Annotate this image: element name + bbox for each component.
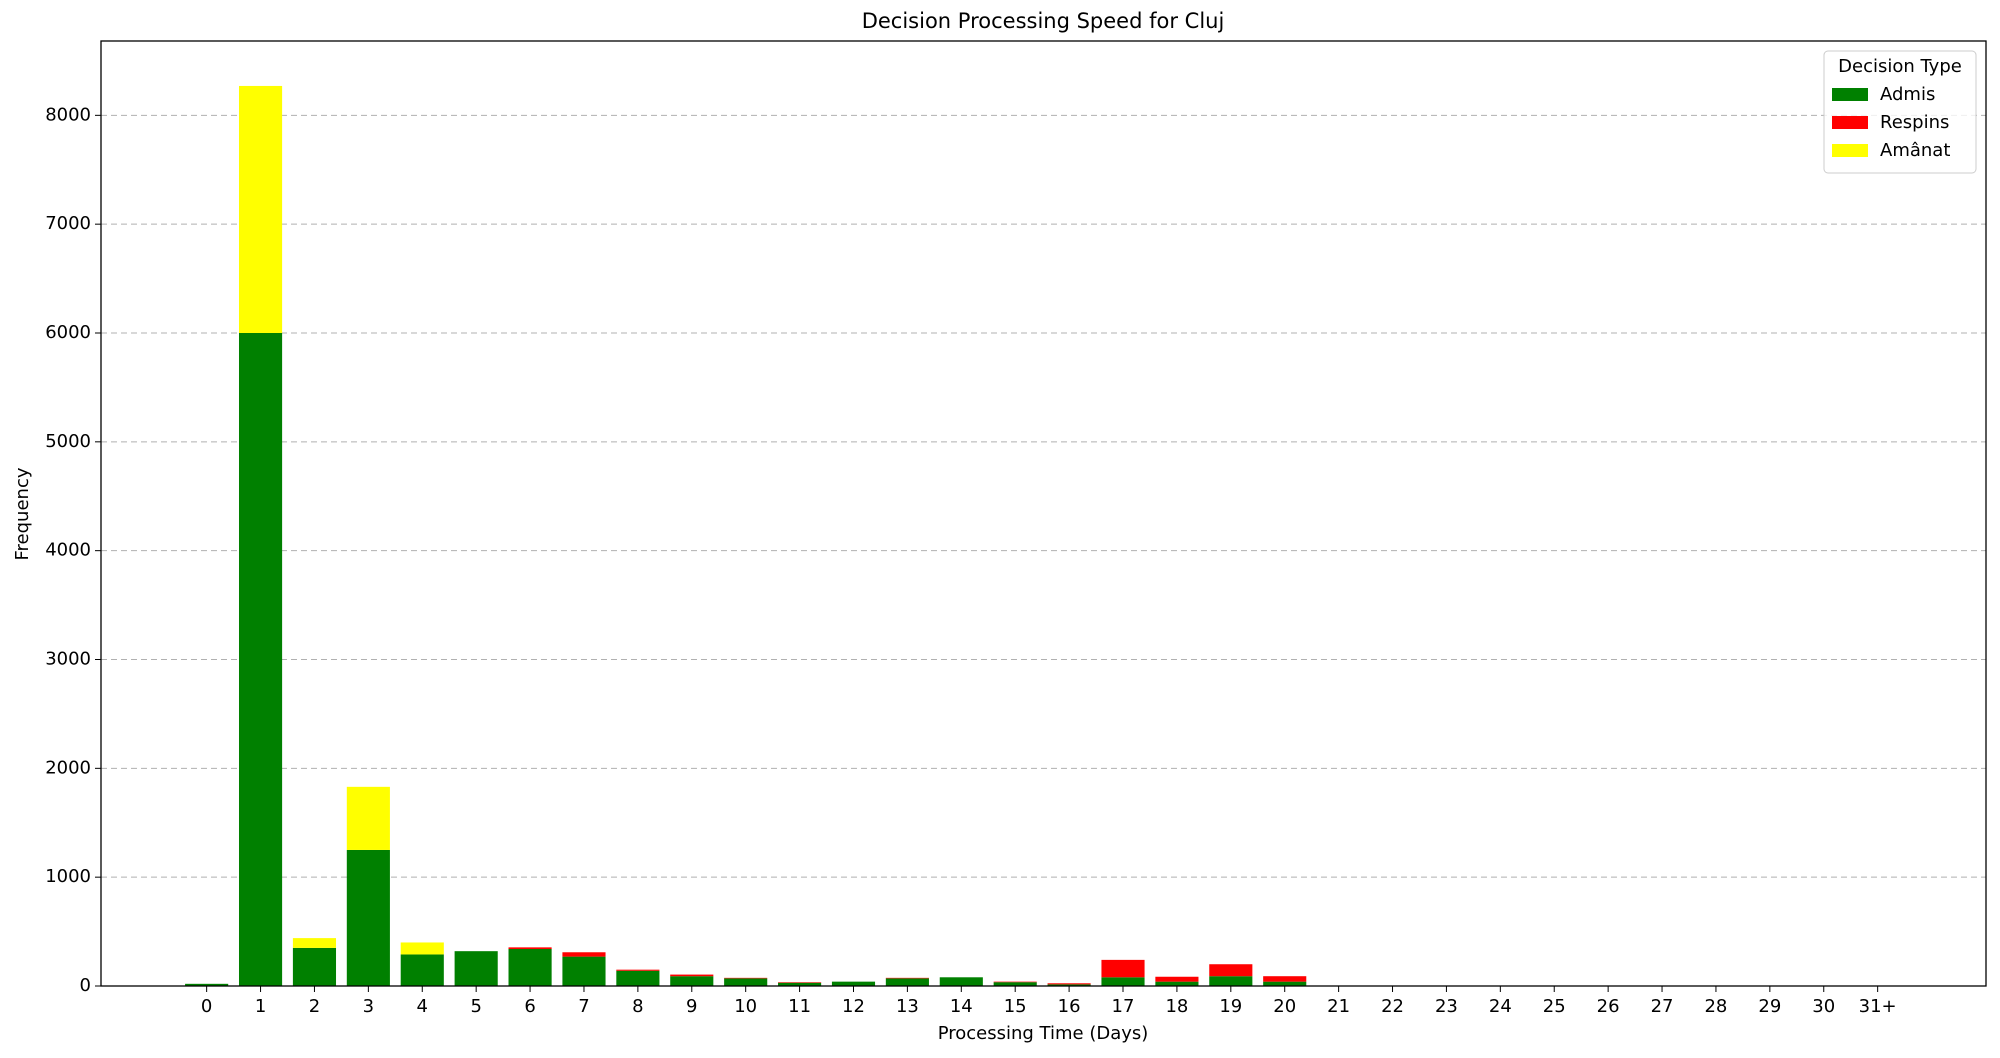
legend: Decision Type Admis Respins Amânat xyxy=(1823,50,1977,174)
bar-segment xyxy=(1155,976,1199,982)
bar-segment xyxy=(400,954,444,986)
bar-segment xyxy=(993,981,1037,983)
x-tick-label: 10 xyxy=(734,996,757,1017)
bar-segment xyxy=(670,974,714,977)
y-tick-label: 0 xyxy=(80,975,91,996)
bar-segment xyxy=(1209,976,1253,986)
bar-segment xyxy=(508,947,552,949)
y-tick-label: 7000 xyxy=(45,213,91,234)
bar-segment xyxy=(238,85,283,333)
x-tick-label: 0 xyxy=(201,996,212,1017)
bar-segment xyxy=(831,981,876,986)
bar-segment xyxy=(562,956,606,986)
x-tick-label: 8 xyxy=(632,996,643,1017)
x-tick-label: 31+ xyxy=(1859,996,1897,1017)
y-tick-label: 2000 xyxy=(45,757,91,778)
x-axis-label: Processing Time (Days) xyxy=(938,1023,1149,1044)
x-tick-label: 23 xyxy=(1435,996,1458,1017)
legend-swatch xyxy=(1832,144,1868,157)
plot-frame xyxy=(100,40,1987,987)
y-tick-label: 6000 xyxy=(45,322,91,343)
x-tick-label: 9 xyxy=(686,996,697,1017)
bar-segment xyxy=(292,947,337,986)
x-tick-label: 11 xyxy=(788,996,811,1017)
x-tick-label: 25 xyxy=(1543,996,1566,1017)
bar-segment xyxy=(238,332,283,986)
y-tick-label: 5000 xyxy=(45,431,91,452)
x-tick-label: 13 xyxy=(896,996,919,1017)
x-tick-label: 12 xyxy=(842,996,865,1017)
bar-segment xyxy=(1263,976,1307,982)
bar-segment xyxy=(993,982,1037,986)
x-tick-label: 17 xyxy=(1112,996,1135,1017)
x-tick-label: 20 xyxy=(1273,996,1296,1017)
bar-segment xyxy=(346,849,390,986)
bar-segment xyxy=(1155,981,1199,986)
bar-segment xyxy=(292,938,337,948)
bar-segment xyxy=(1101,959,1145,978)
x-tick-label: 29 xyxy=(1758,996,1781,1017)
legend-label: Admis xyxy=(1880,84,1935,105)
y-axis-label: Frequency xyxy=(12,467,33,560)
chart-title: Decision Processing Speed for Cluj xyxy=(862,9,1225,33)
bar-segment xyxy=(724,978,768,986)
bar-segment xyxy=(616,970,660,986)
legend-swatch xyxy=(1832,88,1868,101)
x-tick-label: 26 xyxy=(1597,996,1620,1017)
grid xyxy=(101,114,1986,987)
bar-segment xyxy=(778,982,822,986)
bar-segment xyxy=(939,977,983,986)
bar-segment xyxy=(670,976,714,986)
bar-segment xyxy=(885,977,929,979)
legend-label: Amânat xyxy=(1880,140,1950,161)
bar-segment xyxy=(562,952,606,957)
bar-segment xyxy=(885,978,929,986)
bar-segment xyxy=(1047,984,1091,986)
x-tick-label: 21 xyxy=(1327,996,1350,1017)
x-tick-label: 28 xyxy=(1704,996,1727,1017)
bar-segment xyxy=(1101,977,1145,986)
y-tick-label: 3000 xyxy=(45,648,91,669)
bar-segment xyxy=(1263,981,1307,986)
x-tick-label: 7 xyxy=(578,996,589,1017)
x-tick-label: 3 xyxy=(363,996,374,1017)
y-tick-label: 1000 xyxy=(45,866,91,887)
bar-segment xyxy=(508,948,552,986)
legend-title: Decision Type xyxy=(1838,56,1962,77)
x-tick-label: 5 xyxy=(470,996,481,1017)
y-tick-label: 8000 xyxy=(45,104,91,125)
x-tick-label: 19 xyxy=(1219,996,1242,1017)
bar-segment xyxy=(778,982,822,983)
x-tick-label: 18 xyxy=(1165,996,1188,1017)
x-tick-label: 22 xyxy=(1381,996,1404,1017)
bar-segment xyxy=(1047,983,1091,985)
bar-segment xyxy=(185,983,229,986)
x-tick-label: 24 xyxy=(1489,996,1512,1017)
bar-segment xyxy=(724,977,768,979)
bars xyxy=(185,85,1307,986)
x-tick-label: 27 xyxy=(1651,996,1674,1017)
legend-label: Respins xyxy=(1880,112,1949,133)
bar-segment xyxy=(346,786,390,850)
x-tick-label: 1 xyxy=(255,996,266,1017)
bar-segment xyxy=(454,951,498,986)
x-tick-label: 30 xyxy=(1812,996,1835,1017)
bar-segment xyxy=(1209,964,1253,977)
bar-segment xyxy=(400,942,444,955)
x-tick-label: 2 xyxy=(309,996,320,1017)
x-tick-label: 4 xyxy=(417,996,428,1017)
y-tick-label: 4000 xyxy=(45,540,91,561)
x-tick-label: 16 xyxy=(1058,996,1081,1017)
x-tick-label: 6 xyxy=(524,996,535,1017)
x-tick-label: 14 xyxy=(950,996,973,1017)
bar-segment xyxy=(616,969,660,971)
legend-swatch xyxy=(1832,116,1868,129)
x-tick-label: 15 xyxy=(1004,996,1027,1017)
legend-box xyxy=(1823,50,1977,174)
